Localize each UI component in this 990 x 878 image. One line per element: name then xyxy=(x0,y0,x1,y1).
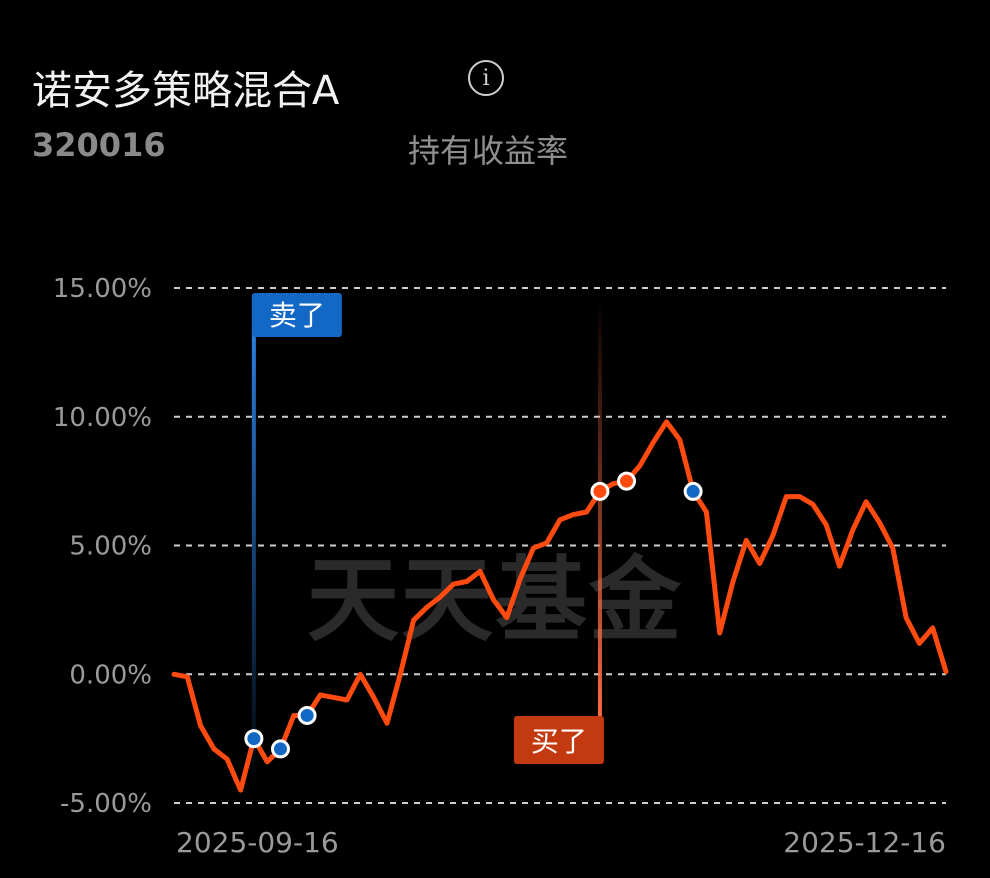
fund-name: 诺安多策略混合A xyxy=(32,68,340,114)
buy-marker-badge[interactable] xyxy=(513,716,604,764)
y-tick-label: 10.00% xyxy=(53,403,152,433)
sell-point[interactable] xyxy=(683,481,703,501)
sell-point[interactable] xyxy=(297,705,317,725)
buy-marker-line xyxy=(597,298,602,718)
metric-label: 持有收益率 xyxy=(408,132,569,170)
sell-point[interactable] xyxy=(270,739,290,759)
y-tick-label: -5.00% xyxy=(60,789,152,819)
buy-point[interactable] xyxy=(617,471,637,491)
sell-marker-badge[interactable] xyxy=(251,293,342,337)
x-tick-label: 2025-12-16 xyxy=(783,826,946,859)
y-tick-label: 5.00% xyxy=(69,532,152,562)
y-tick-label: 15.00% xyxy=(53,274,152,304)
buy-marker-label: 买了 xyxy=(531,725,587,758)
info-circle-icon[interactable]: i xyxy=(468,60,504,96)
sell-point[interactable] xyxy=(244,729,264,749)
sell-marker-line xyxy=(251,330,256,794)
buy-point[interactable] xyxy=(590,481,610,501)
x-tick-label: 2025-09-16 xyxy=(176,826,339,859)
sell-marker-label: 卖了 xyxy=(269,299,325,332)
fund-code: 320016 xyxy=(32,126,166,164)
y-tick-label: 0.00% xyxy=(69,660,152,690)
